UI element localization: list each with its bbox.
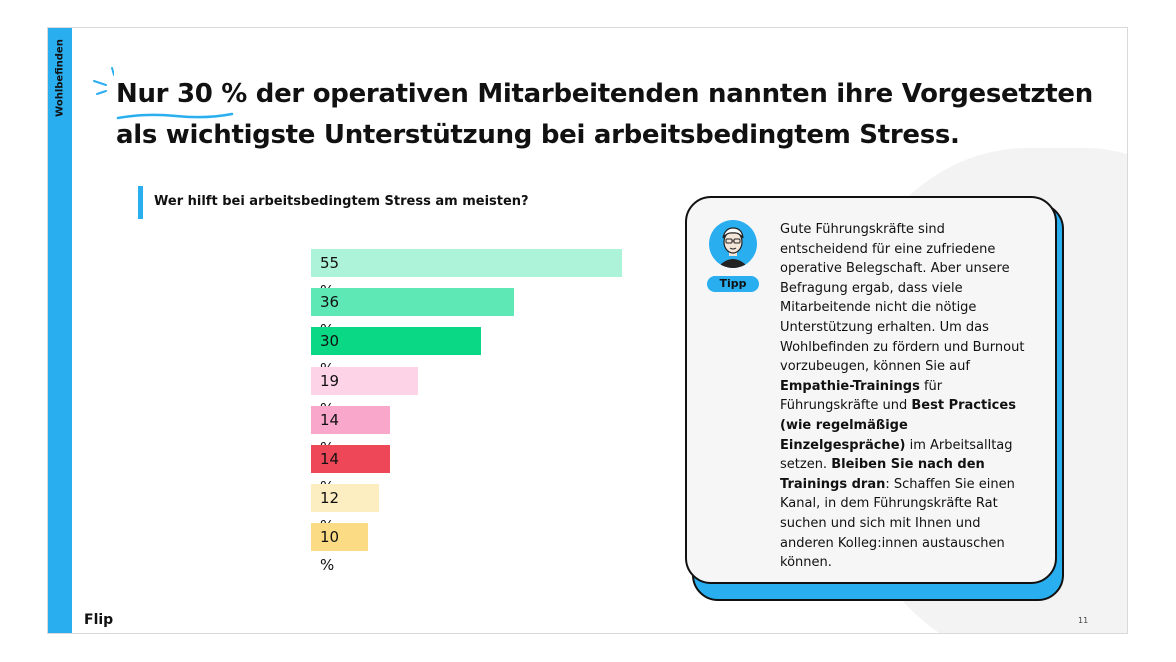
bar-value-label: 10 % bbox=[320, 528, 340, 575]
bar bbox=[311, 405, 391, 434]
person-avatar-icon bbox=[709, 220, 757, 268]
chart-title: Wer hilft bei arbeitsbedingtem Stress am… bbox=[154, 194, 529, 209]
bar bbox=[311, 249, 622, 277]
headline-highlight: Nur 30 % bbox=[116, 79, 248, 109]
bar bbox=[311, 366, 419, 395]
tip-text-part-3: im Arbeitsalltag setzen. bbox=[780, 437, 1013, 473]
page-number: 11 bbox=[1078, 616, 1089, 625]
tip-text-part-1: Gute Führungskräfte sind entscheidend fü… bbox=[780, 222, 1025, 375]
bar bbox=[311, 327, 481, 356]
bar bbox=[311, 523, 368, 552]
slide: Wohlbefinden Nur 30 % der operativen Mit… bbox=[47, 27, 1128, 634]
flip-logo: Flip bbox=[84, 612, 114, 628]
tip-bold-stay-on: Bleiben Sie nach den Trainings dran bbox=[780, 457, 985, 492]
bar bbox=[311, 288, 515, 317]
tip-bold-empathy: Empathie-Trainings bbox=[780, 378, 920, 394]
question-accent-bar bbox=[138, 186, 143, 219]
headline-highlight-wrap: Nur 30 % bbox=[116, 74, 248, 120]
headline: Nur 30 % der operativen Mitarbeitenden n… bbox=[116, 74, 1093, 156]
tip-bold-best-practices: Best Practices (wie regelmäßige Einzelge… bbox=[780, 398, 1016, 453]
section-sidebar: Wohlbefinden bbox=[48, 28, 72, 633]
tip-text-part-4: : Schaffen Sie einen Kanal, in dem Führu… bbox=[780, 476, 1015, 571]
headline-line1-rest: der operativen Mitarbeitenden nannten ih… bbox=[247, 79, 1094, 109]
tip-text-part-2: für Führungskräfte und bbox=[780, 378, 943, 414]
bar bbox=[311, 484, 379, 513]
underline-squiggle-icon bbox=[116, 112, 234, 120]
headline-line2: als wichtigste Unterstützung bei arbeits… bbox=[116, 120, 960, 150]
tip-text: Gute Führungskräfte sind entscheidend fü… bbox=[780, 220, 1030, 573]
tip-badge: Tipp bbox=[707, 276, 759, 292]
spark-icon bbox=[93, 67, 114, 95]
section-label: Wohlbefinden bbox=[54, 39, 66, 117]
bar bbox=[311, 445, 391, 473]
